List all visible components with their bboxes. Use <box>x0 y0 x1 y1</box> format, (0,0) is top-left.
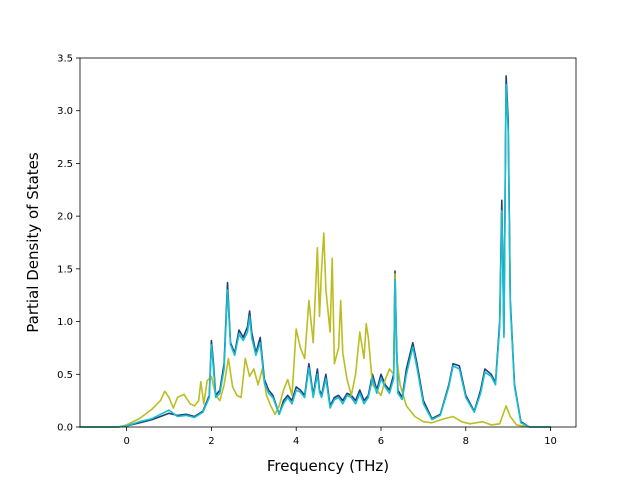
series-layer <box>79 75 552 428</box>
y-tick-label: 2.0 <box>57 212 73 223</box>
y-tick-label: 3.5 <box>57 54 73 65</box>
x-tick-label: 8 <box>463 436 469 447</box>
series-line-2 <box>79 83 552 428</box>
x-axis: 0 2 4 6 8 10 <box>123 427 557 447</box>
y-axis: 0.0 0.5 1.0 1.5 2.0 2.5 3.0 3.5 <box>57 54 80 434</box>
y-axis-label: Partial Density of States <box>24 152 42 333</box>
x-tick-label: 4 <box>293 436 299 447</box>
y-tick-label: 1.5 <box>57 264 73 275</box>
y-tick-label: 0.0 <box>57 423 73 434</box>
series-line-1 <box>79 232 552 428</box>
y-tick-label: 0.5 <box>57 370 73 381</box>
y-tick-label: 2.5 <box>57 159 73 170</box>
x-axis-label: Frequency (THz) <box>267 457 389 475</box>
y-tick-label: 3.0 <box>57 106 73 117</box>
y-tick-label: 1.0 <box>57 317 73 328</box>
x-tick-label: 2 <box>208 436 214 447</box>
plot-frame <box>79 57 577 428</box>
x-tick-label: 6 <box>378 436 384 447</box>
x-tick-label: 10 <box>544 436 557 447</box>
x-tick-label: 0 <box>123 436 129 447</box>
